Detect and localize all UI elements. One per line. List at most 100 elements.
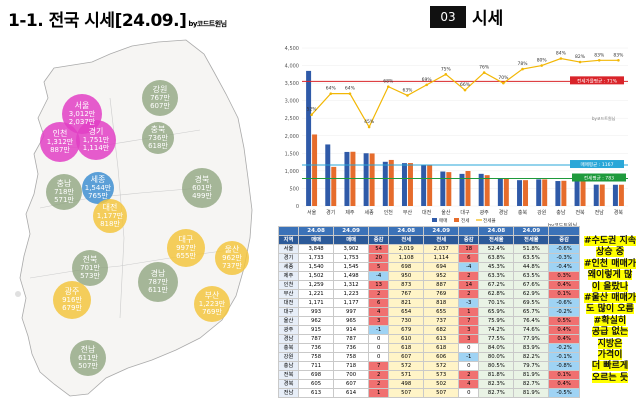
table-header-blank	[548, 226, 580, 236]
map-region-jeonse: 611만	[148, 286, 168, 294]
slide-title: 시세	[472, 9, 504, 29]
map-region-sale: 1,544만	[84, 184, 112, 192]
table-cell: 54	[368, 244, 390, 254]
table-cell: 79.7%	[513, 361, 550, 371]
x-tick-label: 울산	[441, 209, 451, 216]
table-cell: 572	[388, 361, 425, 371]
y-tick-label: 4,500	[285, 46, 299, 52]
map-region-label: 인천 1,312만 887만	[38, 130, 82, 155]
table-cell: 80.5%	[478, 361, 515, 371]
table-cell: 0.1%	[548, 289, 580, 299]
ratio-point	[444, 73, 448, 76]
map-region-name: 전남	[80, 345, 96, 354]
table-cell: -0.5%	[548, 388, 580, 398]
table-cell: 4	[458, 379, 480, 389]
table-row: 충남 711 718 7 572 572 0 80.5% 79.7% -0.8%	[278, 361, 580, 371]
table-cell: 7	[458, 316, 480, 326]
bar-sale	[401, 163, 407, 206]
table-group-header: 24.09	[423, 226, 460, 236]
table-cell: 654	[388, 307, 425, 317]
table-cell: -0.8%	[548, 361, 580, 371]
table-cell: 2	[368, 370, 390, 380]
table-cell: 873	[388, 280, 425, 290]
map-bubble-2	[40, 122, 80, 162]
ratio-point	[578, 60, 582, 64]
bar-jeonse	[465, 170, 471, 206]
map-region-label: 부산 1,223만 769만	[190, 292, 234, 317]
price-chart: 0 500 1,000 1,500 2,000 2,500 3,000 3,500 4,000 4…	[272, 38, 640, 228]
table-cell: 694	[423, 262, 460, 272]
table-cell: 952	[423, 271, 460, 281]
x-tick-label: 세종	[365, 209, 375, 216]
map-bubble-10	[72, 250, 108, 286]
table-cell: 6	[458, 253, 480, 263]
table-cell: -0.6%	[548, 244, 580, 254]
table-cell: 1,259	[298, 280, 335, 290]
x-tick-label: 강원	[537, 209, 547, 216]
table-cell: 1,502	[298, 271, 335, 281]
table-cell: 0.4%	[548, 379, 580, 389]
map-region-jeonse: 573만	[80, 272, 100, 280]
table-row: 대구 993 997 4 654 655 1 65.9% 65.7% -0.2%	[278, 307, 580, 317]
table-cell: 0.3%	[548, 271, 580, 281]
ratio-point	[386, 85, 390, 88]
map-region-jeonse: 679만	[62, 304, 82, 312]
table-cell: 2	[368, 379, 390, 389]
table-cell: 2	[368, 289, 390, 299]
table-column-header: 전세	[388, 235, 425, 245]
ratio-point	[540, 64, 544, 67]
y-tick-label: 3,500	[285, 81, 299, 87]
table-cell: 대구	[278, 307, 300, 317]
table-cell: 787	[333, 334, 370, 344]
map-region-name: 경북	[194, 175, 210, 184]
table-cell: 682	[423, 325, 460, 335]
table-cell: 700	[333, 370, 370, 380]
map-region-name: 강원	[152, 85, 168, 94]
table-cell: 1,498	[333, 271, 370, 281]
ratio-point	[502, 81, 505, 85]
table-cell: -1	[458, 352, 480, 362]
map-bubble-1	[76, 120, 116, 160]
table-group-header: 24.08	[298, 226, 335, 236]
table-cell: 인천	[278, 280, 300, 290]
table-cell: 3,848	[298, 244, 335, 254]
table-cell: 607	[388, 352, 425, 362]
map-region-name: 세종	[90, 175, 106, 184]
map-region-label: 대전 1,177만 818만	[88, 204, 132, 229]
map-region-sale: 701만	[80, 264, 100, 272]
table-cell: 4	[368, 307, 390, 317]
table-cell: 818	[423, 298, 460, 308]
table-cell: 1,221	[298, 289, 335, 299]
table-cell: -1	[368, 325, 390, 335]
table-cell: 758	[333, 352, 370, 362]
x-tick-label: 인천	[384, 209, 394, 216]
x-tick-label: 전북	[575, 209, 585, 216]
table-cell: 경기	[278, 253, 300, 263]
table-cell: 3,902	[333, 244, 370, 254]
table-cell: 767	[388, 289, 425, 299]
table-group-header: 24.09	[513, 226, 550, 236]
map-region-label: 경기 1,751만 1,114만	[74, 128, 118, 153]
table-cell: -0.2%	[548, 343, 580, 353]
table-cell: 13	[368, 280, 390, 290]
x-tick-label: 경기	[326, 209, 335, 216]
price-table-container: 24.08 24.09 24.08 24.09 24.08 24.09 지역 매매 매매 증감 전…	[278, 226, 580, 401]
table-cell: 부산	[278, 289, 300, 299]
ratio-point-label: 64%	[345, 86, 356, 92]
map-region-sale: 767만	[150, 94, 170, 102]
ratio-point-label: 63%	[402, 87, 413, 93]
map-bubble-5	[142, 122, 174, 154]
y-tick-label: 1,000	[285, 169, 299, 175]
commentary-line: 도 많이 오름	[586, 304, 634, 315]
table-row: 충북 736 736 0 618 618 0 84.0% 83.9% -0.2%	[278, 343, 580, 353]
map-region-jeonse: 2,037만	[68, 118, 96, 126]
table-cell: 613	[423, 334, 460, 344]
commentary-line: 오르는 듯	[591, 372, 629, 383]
table-cell: 887	[423, 280, 460, 290]
table-cell: -3	[458, 298, 480, 308]
table-column-header: 증감	[548, 235, 580, 245]
ratio-point-label: 80%	[537, 58, 548, 64]
y-tick-label: 4,000	[285, 64, 299, 70]
bar-sale	[363, 153, 369, 206]
